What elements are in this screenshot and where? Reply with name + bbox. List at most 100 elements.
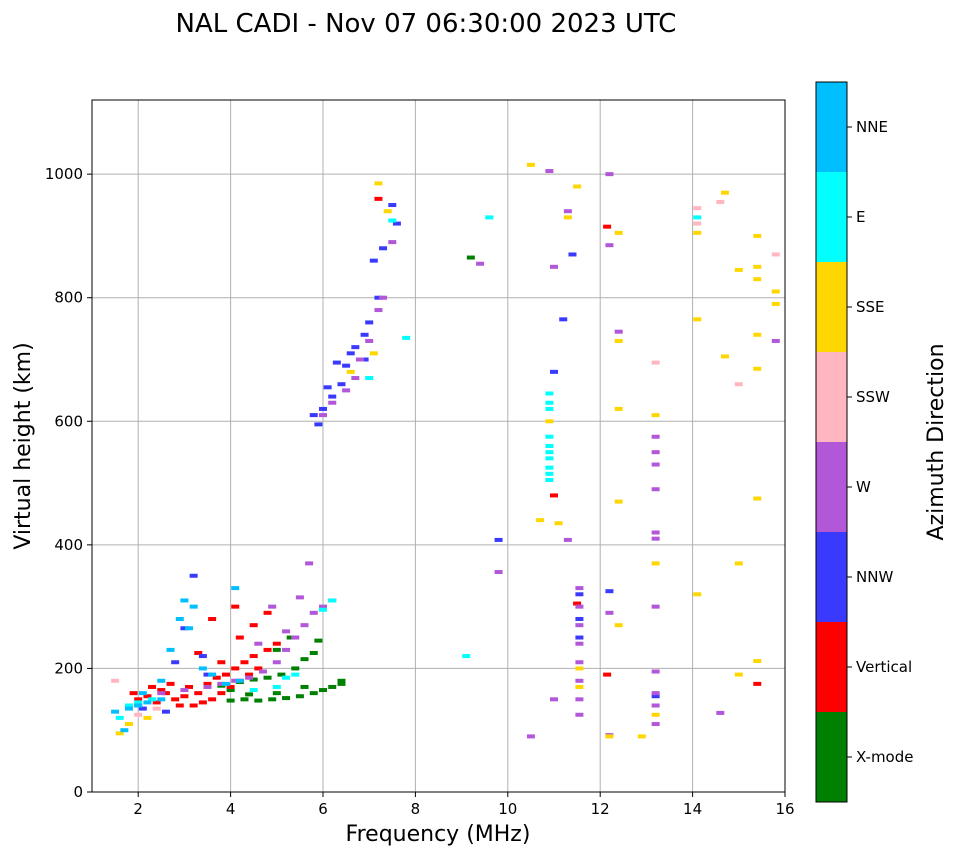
data-point: [115, 715, 124, 720]
data-point: [249, 623, 258, 628]
series-sse: [115, 162, 780, 739]
data-point: [575, 586, 584, 591]
data-point: [550, 697, 558, 702]
data-point: [651, 712, 660, 717]
data-point: [693, 592, 702, 597]
data-point: [374, 308, 383, 313]
data-point: [309, 691, 318, 696]
data-point: [365, 376, 374, 381]
data-point: [157, 697, 166, 702]
data-point: [166, 681, 175, 686]
data-point: [194, 691, 203, 696]
data-point: [249, 654, 258, 659]
series-nne: [111, 586, 244, 733]
data-point: [337, 678, 346, 683]
data-point: [545, 400, 554, 405]
chart-title: NAL CADI - Nov 07 06:30:00 2023 UTC: [176, 9, 677, 39]
x-axis-ticks: 2 4 6 8 10 12 14 16: [133, 792, 795, 818]
data-point: [563, 209, 572, 214]
colorbar-tick-label: X-mode: [856, 748, 913, 766]
data-point: [545, 456, 554, 461]
data-point: [305, 561, 314, 566]
colorbar-tick-label: NNE: [856, 118, 888, 136]
data-point: [637, 734, 646, 739]
series-e: [115, 215, 702, 720]
data-point: [231, 666, 240, 671]
data-point: [254, 666, 263, 671]
data-point: [771, 301, 780, 306]
data-point: [614, 338, 623, 343]
data-point: [573, 601, 582, 606]
data-point: [771, 289, 780, 294]
data-point: [221, 672, 230, 677]
data-point: [603, 672, 612, 677]
colorbar-frame: [815, 81, 848, 803]
colorbar-swatch: [816, 622, 847, 712]
data-point: [254, 641, 263, 646]
y-tick-label: 800: [54, 289, 83, 307]
data-point: [245, 692, 254, 697]
data-point: [346, 351, 355, 356]
data-point: [189, 703, 198, 708]
data-point: [693, 317, 702, 322]
data-point: [291, 666, 300, 671]
y-axis-label: Virtual height (km): [11, 342, 36, 549]
data-point: [651, 462, 660, 467]
data-point: [720, 190, 729, 195]
data-point: [559, 317, 568, 322]
data-point: [134, 697, 143, 702]
data-point: [328, 400, 337, 405]
data-point: [245, 672, 254, 677]
data-point: [388, 203, 397, 208]
data-point: [171, 697, 180, 702]
data-point: [545, 434, 554, 439]
data-point: [605, 172, 614, 177]
data-point: [319, 604, 327, 609]
data-point: [282, 647, 291, 652]
data-point: [235, 678, 244, 683]
x-tick-label: 8: [411, 800, 421, 818]
data-point: [614, 230, 623, 235]
data-point: [194, 650, 203, 655]
colorbar-tick-label: SSE: [856, 298, 885, 316]
data-point: [231, 604, 240, 609]
data-point: [720, 354, 729, 359]
data-point: [268, 604, 277, 609]
data-point: [217, 691, 226, 696]
data-point: [282, 629, 291, 634]
data-point: [272, 660, 281, 665]
data-point: [605, 734, 614, 739]
data-point: [337, 681, 346, 686]
data-point: [388, 240, 397, 245]
data-point: [180, 694, 189, 699]
data-point: [171, 660, 180, 665]
data-point: [111, 678, 120, 683]
colorbar-swatch: [816, 532, 847, 622]
data-point: [134, 700, 143, 705]
data-point: [545, 419, 554, 424]
data-point: [180, 598, 189, 603]
data-point: [374, 295, 383, 300]
data-point: [134, 712, 143, 717]
colorbar-swatch: [816, 82, 847, 172]
data-point: [148, 684, 157, 689]
data-point: [651, 450, 660, 455]
data-point: [152, 706, 161, 711]
data-point: [208, 617, 217, 621]
data-point: [346, 369, 355, 374]
data-point: [221, 681, 230, 686]
data-point: [203, 681, 212, 686]
data-point: [536, 518, 545, 523]
data-point: [716, 710, 725, 715]
data-point: [651, 413, 660, 418]
data-point: [365, 320, 374, 325]
data-point: [651, 694, 660, 699]
data-point: [651, 536, 660, 541]
data-point: [328, 394, 337, 399]
data-point: [319, 688, 327, 693]
data-point: [753, 496, 762, 501]
data-point: [263, 647, 272, 652]
data-point: [753, 264, 762, 269]
data-point: [161, 691, 170, 696]
data-point: [175, 703, 184, 708]
